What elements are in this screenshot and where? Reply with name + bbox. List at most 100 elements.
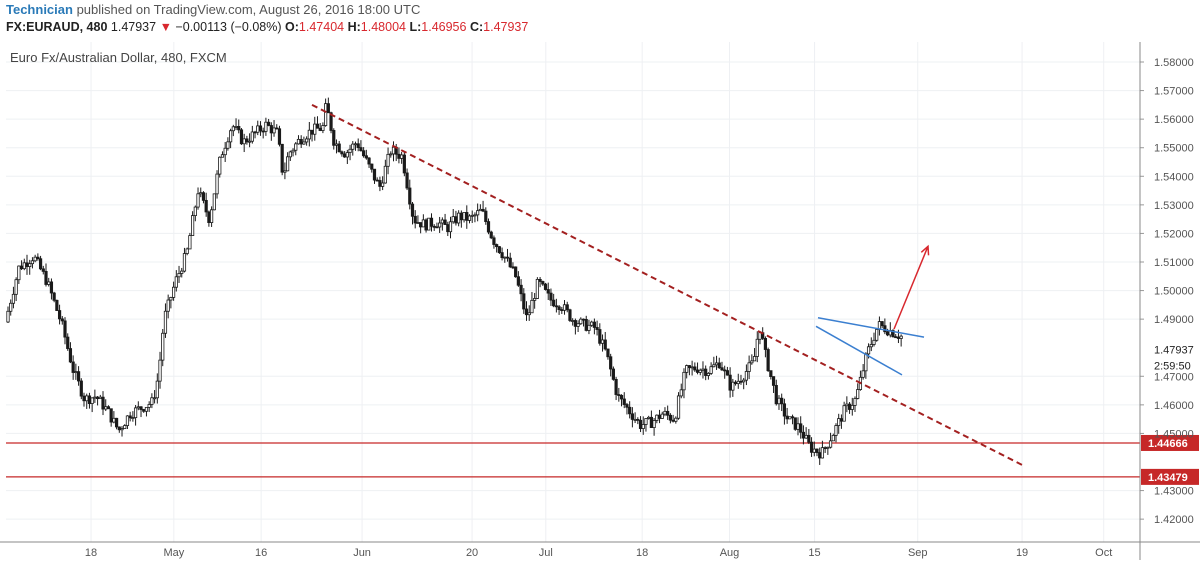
candle-body — [85, 395, 89, 402]
y-tick-label: 1.51000 — [1154, 257, 1194, 269]
candle-body — [22, 262, 26, 270]
candle-body — [872, 339, 876, 345]
y-tick-label: 1.42000 — [1154, 514, 1194, 526]
candle-body — [191, 215, 195, 236]
candle-body — [560, 309, 564, 312]
x-tick-label: Sep — [908, 547, 928, 559]
y-tick-label: 1.58000 — [1154, 57, 1194, 69]
x-tick-label: May — [163, 547, 184, 559]
candle-body — [652, 420, 656, 429]
candle-body — [785, 415, 789, 420]
candle-body — [714, 362, 719, 366]
candle-body — [595, 327, 599, 330]
candle-body — [136, 406, 140, 409]
candle-body — [663, 410, 667, 415]
y-tick-label: 1.55000 — [1154, 143, 1194, 155]
horizontal-levels: 1.44666 1.43479 — [6, 434, 1199, 485]
candle-body — [584, 319, 588, 331]
candle-body — [744, 371, 749, 381]
candle-body — [386, 153, 390, 167]
candle-body — [400, 154, 404, 159]
chart-area[interactable]: 1.44666 1.43479 1.58000 1.57000 1.56000 1.55… — [0, 42, 1200, 561]
candle-body — [275, 127, 279, 130]
candle-body — [701, 368, 705, 371]
candle-body — [348, 148, 352, 153]
candle-body — [769, 370, 773, 377]
price-chart[interactable]: 1.44666 1.43479 1.58000 1.57000 1.56000 1.55… — [0, 42, 1200, 561]
candle-body — [269, 125, 273, 134]
candle-body — [310, 129, 314, 135]
author-name[interactable]: Technician — [6, 2, 73, 17]
candle-body — [256, 125, 260, 133]
candle-body — [790, 416, 795, 419]
candle-body — [38, 258, 43, 270]
candle-body — [87, 395, 92, 404]
candle-body — [340, 151, 344, 155]
candle-body — [334, 143, 339, 146]
chart-title: Euro Fx/Australian Dollar, 480, FXCM — [10, 50, 227, 65]
y-tick-label: 1.56000 — [1154, 114, 1194, 126]
candle-body — [486, 221, 491, 233]
candle-body — [82, 395, 86, 402]
candle-body — [638, 419, 643, 429]
x-tick-label: Aug — [720, 547, 740, 559]
candle-body — [457, 212, 461, 224]
candle-body — [576, 323, 580, 327]
candle-body — [598, 329, 602, 344]
candle-body — [462, 212, 466, 221]
candle-body — [52, 292, 56, 301]
candle-body — [896, 336, 901, 339]
candle-body — [766, 349, 770, 372]
candle-body — [717, 362, 721, 369]
candle-body — [535, 278, 539, 299]
candle-body — [636, 418, 640, 421]
candle-body — [473, 214, 477, 217]
candle-body — [655, 414, 659, 421]
candle-body — [516, 276, 520, 286]
candle-body — [204, 199, 208, 213]
candle-body — [581, 318, 586, 321]
candle-body — [880, 321, 884, 327]
candle-body — [239, 129, 244, 145]
y-tick-label: 1.54000 — [1154, 171, 1194, 183]
candle-body — [212, 193, 216, 211]
candle-body — [742, 379, 746, 383]
candle-body — [329, 112, 333, 131]
candle-body — [723, 369, 727, 372]
candle-body — [307, 129, 311, 140]
candle-body — [619, 394, 624, 400]
candle-body — [125, 415, 130, 426]
candle-body — [250, 131, 254, 142]
candle-body — [131, 417, 135, 420]
candle-body — [321, 125, 325, 131]
candle-body — [728, 374, 732, 391]
y-tick-label: 1.47000 — [1154, 371, 1194, 383]
candle-body — [378, 180, 382, 187]
x-tick-label: Oct — [1095, 547, 1112, 559]
candle-body — [782, 403, 787, 417]
level-price-tag — [1141, 468, 1199, 485]
candle-body — [647, 416, 651, 419]
x-tick-label: Jul — [539, 547, 553, 559]
y-tick-label: 1.50000 — [1154, 286, 1194, 298]
candles — [6, 97, 903, 465]
candle-body — [343, 153, 347, 158]
candle-body — [489, 231, 493, 239]
candle-body — [856, 389, 860, 399]
candle-body — [98, 396, 102, 400]
candle-body — [397, 153, 401, 159]
candle-body — [899, 335, 903, 339]
candle-body — [649, 416, 653, 429]
candle-body — [429, 217, 434, 227]
candle-body — [614, 378, 618, 395]
candle-body — [587, 324, 591, 331]
candle-body — [71, 361, 75, 373]
candle-body — [812, 448, 816, 453]
candle-body — [641, 424, 645, 429]
candle-body — [853, 398, 857, 406]
candle-body — [793, 417, 797, 430]
candle-body — [850, 404, 854, 410]
candle-body — [353, 143, 358, 146]
candle-body — [750, 360, 754, 364]
candle-body — [666, 410, 670, 416]
